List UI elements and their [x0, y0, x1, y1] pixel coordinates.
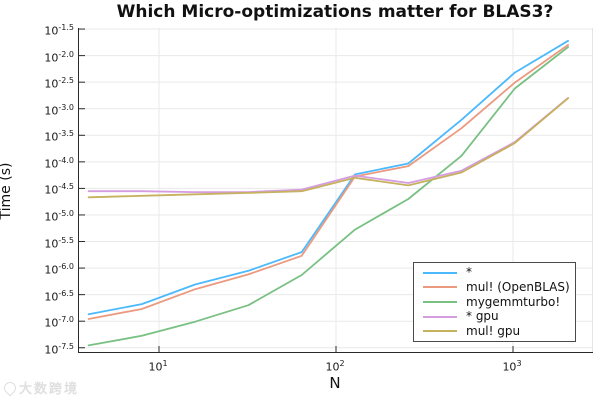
legend-label: * [466, 265, 472, 280]
y-tick-label: 10-4.5 [44, 182, 74, 198]
y-tick-label: 10-5.0 [44, 208, 74, 224]
y-tick-label: 10-3.0 [44, 102, 74, 118]
watermark-text: 大数跨境 [19, 382, 80, 397]
legend: * mul! (OpenBLAS) mygemmturbo! * gpu mul! gp… [413, 262, 576, 342]
y-tick-label: 10-3.5 [44, 129, 74, 144]
legend-entry: mul! gpu [414, 324, 575, 338]
legend-entry: * gpu [414, 310, 575, 324]
y-axis-label: Time (s) [0, 162, 14, 220]
series-line [87, 43, 570, 320]
legend-entry: mul! (OpenBLAS) [414, 279, 575, 295]
legend-label: * gpu [466, 309, 499, 324]
legend-line-swatch [423, 286, 457, 289]
y-tick-label: 10-6.0 [44, 262, 74, 277]
legend-entry: mygemmturbo! [414, 295, 575, 309]
chart-title: Which Micro-optimizations matter for BLA… [116, 2, 554, 22]
y-tick-label: 10-2.5 [44, 76, 74, 91]
legend-line-swatch [423, 315, 457, 318]
legend-entry: * [414, 266, 575, 280]
y-tick-label: 10-4.0 [44, 155, 74, 171]
series-line [87, 39, 570, 316]
legend-label: mygemmturbo! [466, 294, 561, 309]
series-line [87, 46, 570, 347]
legend-line-swatch [423, 330, 457, 333]
legend-label: mul! (OpenBLAS) [466, 279, 570, 294]
watermark: 大数跨境 [1, 378, 80, 397]
legend-line-swatch [423, 271, 457, 274]
y-tick-label: 10-6.5 [44, 288, 74, 304]
series-line [87, 97, 570, 199]
y-tick-label: 10-5.5 [44, 235, 74, 251]
watermark-logo-icon [1, 379, 19, 396]
y-tick-label: 10-7.0 [44, 315, 74, 330]
y-tick-label: 10-2.0 [44, 49, 74, 65]
legend-label: mul! gpu [466, 323, 521, 338]
x-tick-label: 101 [148, 359, 168, 374]
series-line [87, 97, 570, 194]
x-axis-label: N [329, 374, 341, 392]
legend-line-swatch [423, 301, 457, 303]
y-tick-label: 10-7.5 [44, 341, 74, 357]
x-tick-label: 102 [325, 359, 345, 374]
y-tick-label: 10-1.5 [44, 23, 74, 38]
x-tick-label: 103 [502, 359, 522, 374]
